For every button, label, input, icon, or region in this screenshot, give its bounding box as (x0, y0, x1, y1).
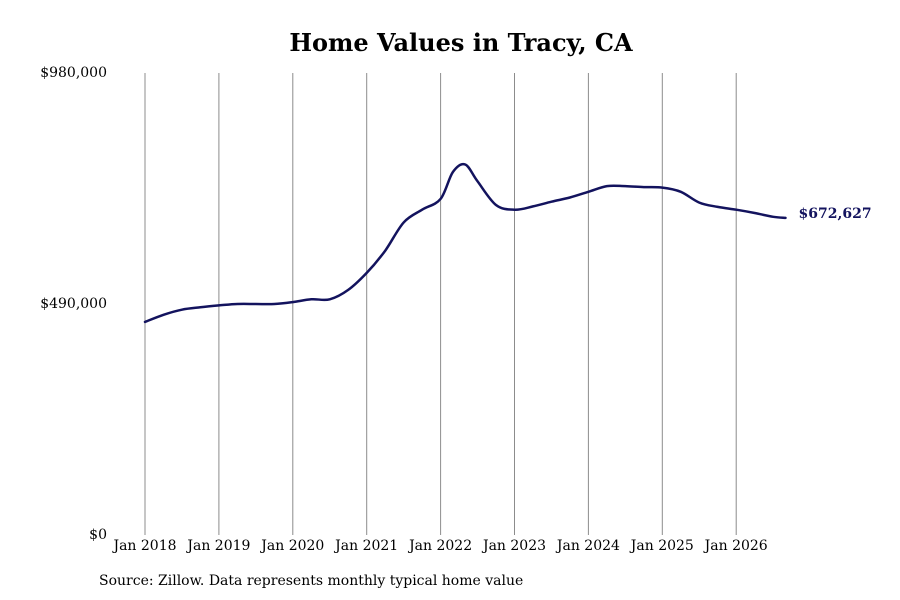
x-tick-label: Jan 2018 (111, 538, 176, 554)
x-tick-label: Jan 2026 (703, 538, 768, 554)
source-note: Source: Zillow. Data represents monthly … (99, 573, 524, 589)
x-axis: Jan 2018 Jan 2019 Jan 2020 Jan 2021 Jan 2022… (111, 538, 767, 554)
x-tick-label: Jan 2019 (185, 538, 250, 554)
x-tick-label: Jan 2025 (629, 538, 694, 554)
gridlines (144, 73, 737, 535)
y-tick-label: $980,000 (40, 65, 107, 81)
y-tick-label: $0 (89, 527, 107, 543)
x-tick-label: Jan 2022 (407, 538, 472, 554)
series-line (143, 162, 787, 324)
x-tick-label: Jan 2020 (259, 538, 324, 554)
series-group (143, 162, 787, 324)
y-axis: $0 $490,000 $980,000 (40, 65, 107, 543)
x-tick-label: Jan 2023 (481, 538, 546, 554)
chart-title: Home Values in Tracy, CA (289, 28, 633, 57)
x-tick-label: Jan 2021 (333, 538, 398, 554)
end-value-label: $672,627 (799, 206, 872, 222)
x-tick-label: Jan 2024 (555, 538, 620, 554)
y-tick-label: $490,000 (40, 296, 107, 312)
